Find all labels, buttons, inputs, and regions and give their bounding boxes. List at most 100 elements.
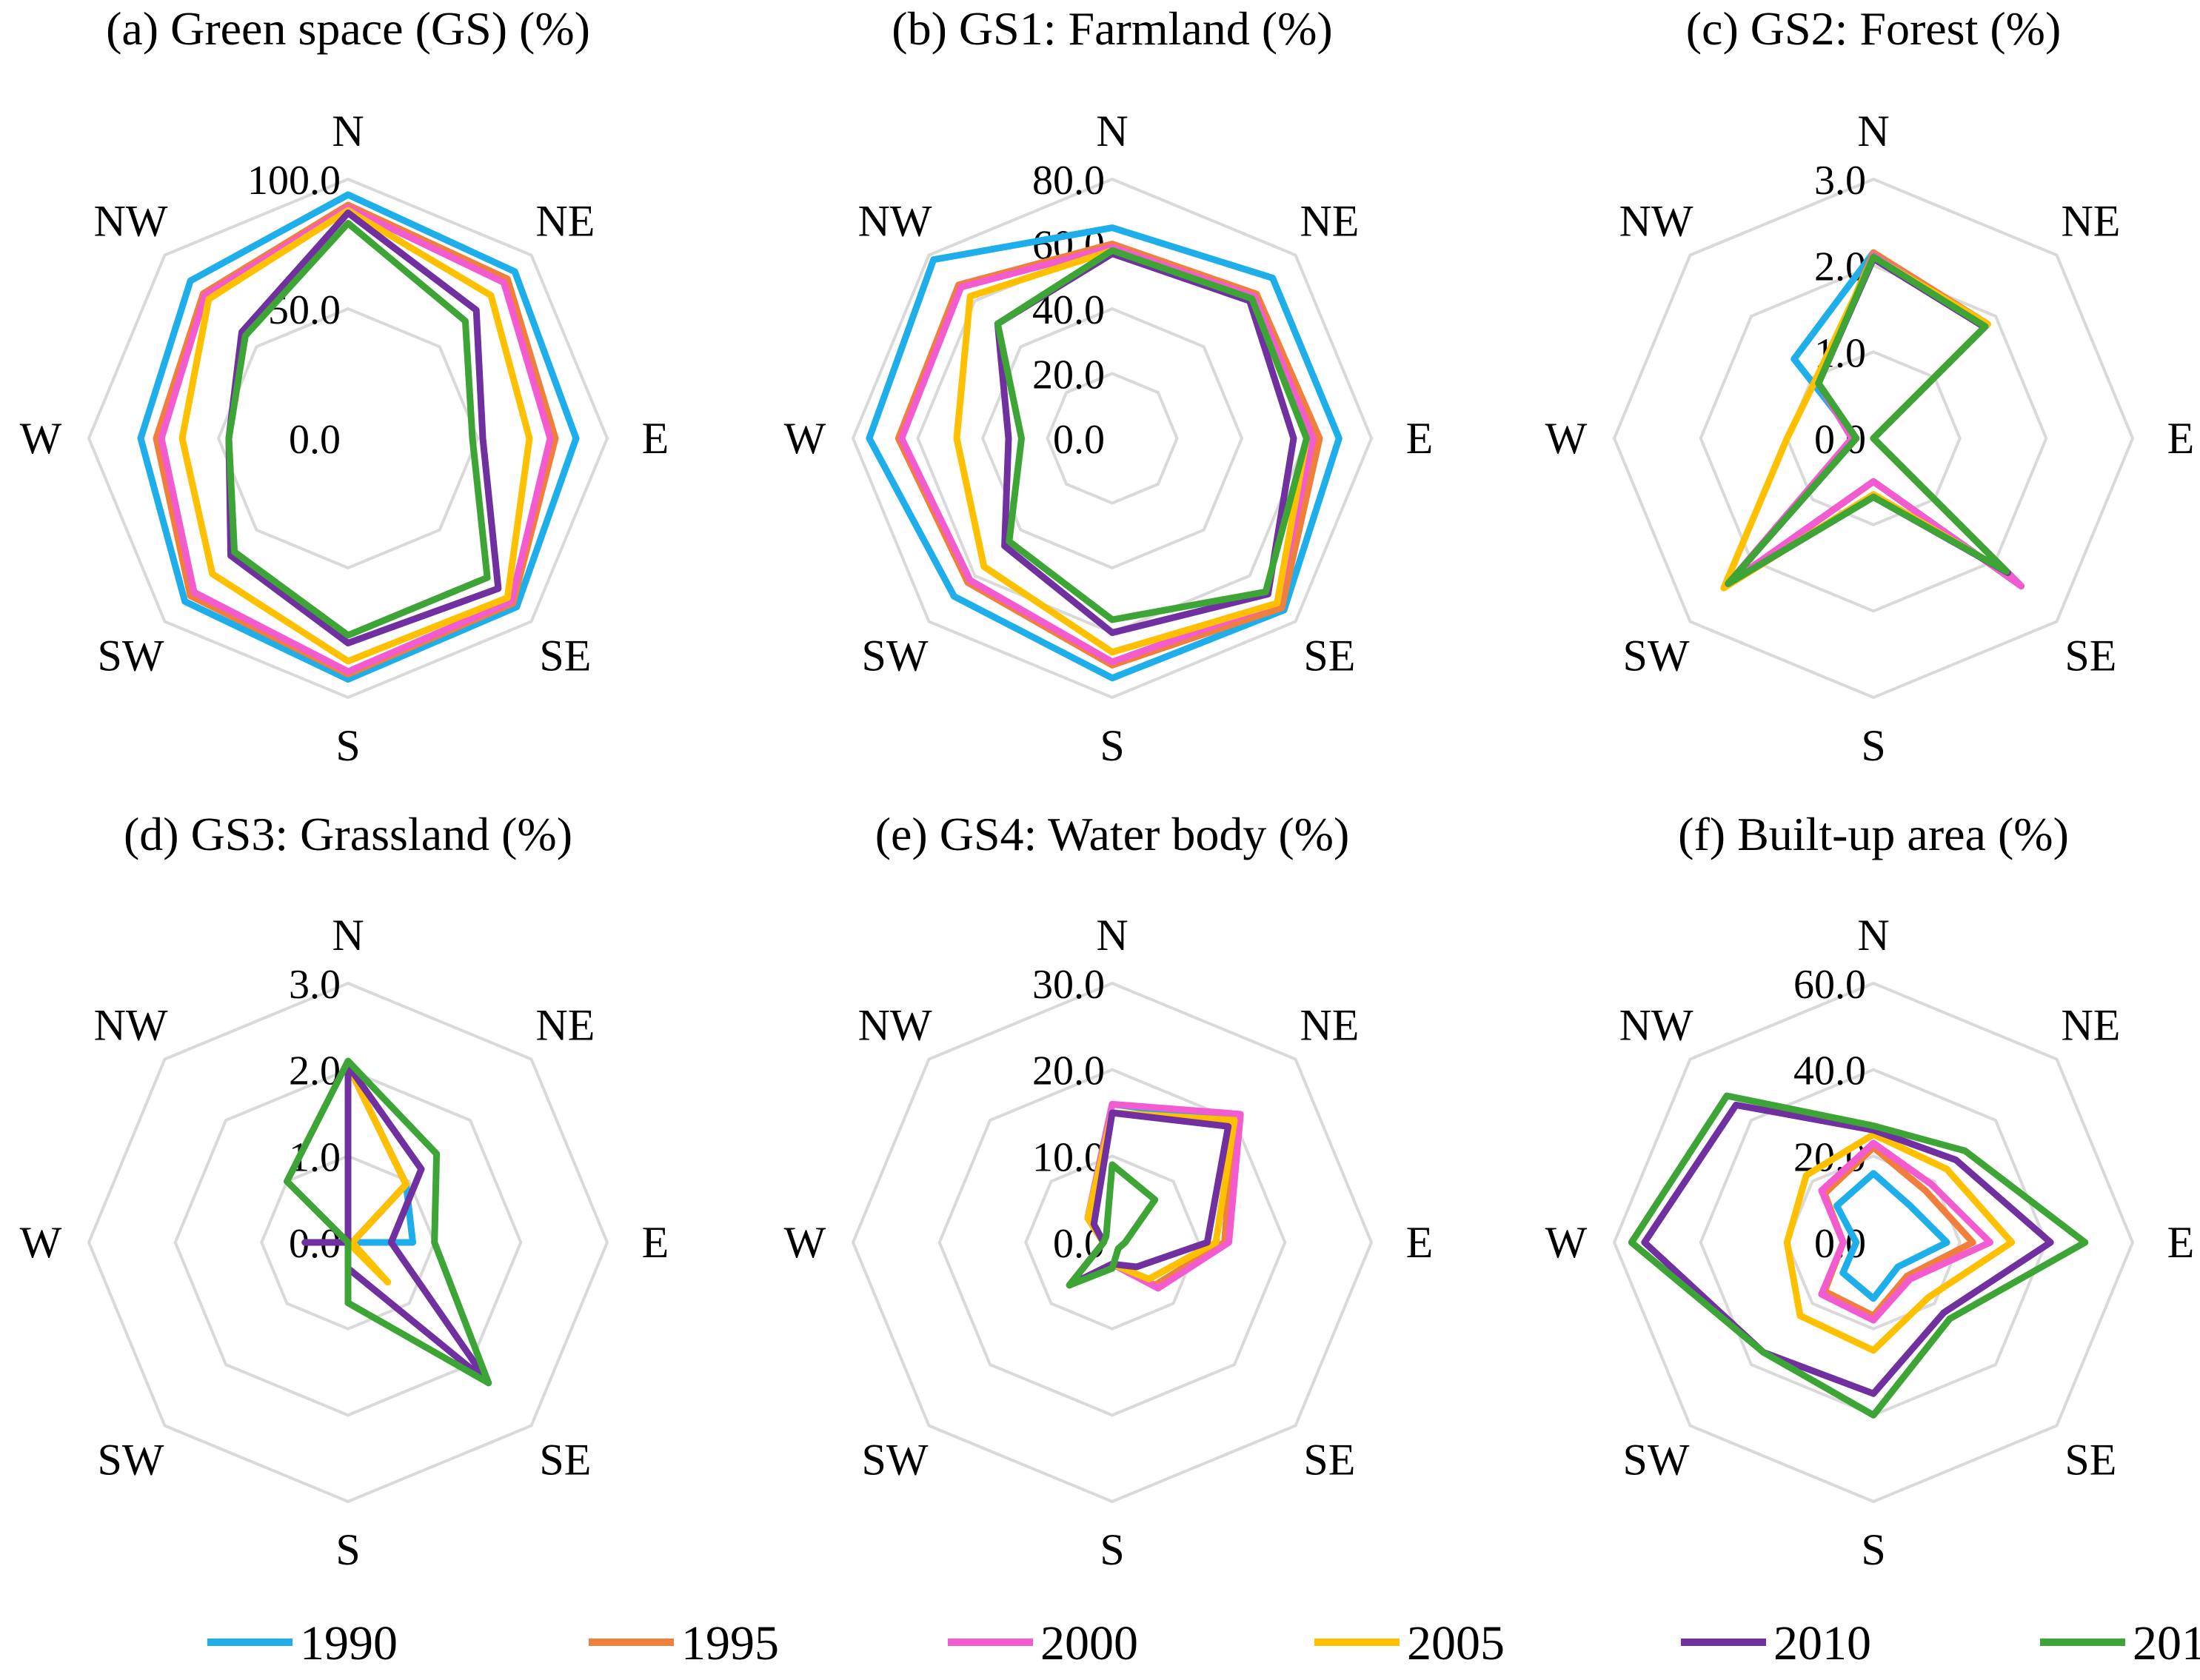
direction-label: NE xyxy=(2061,197,2120,246)
direction-label: S xyxy=(1861,721,1885,770)
direction-label: N xyxy=(1096,911,1128,960)
radar-panel-4: (d) GS3: Grassland (%)NNEESESSWWNW0.01.0… xyxy=(20,808,669,1574)
direction-label: NW xyxy=(858,1001,932,1050)
series-line-1990 xyxy=(866,224,1343,682)
grid-ring xyxy=(1024,1154,1200,1331)
legend-label: 2015 xyxy=(2133,1616,2200,1670)
series-line-2015 xyxy=(284,1057,492,1387)
radar-panel-6: (f) Built-up area (%)NNEESESSWWNW0.020.0… xyxy=(1545,808,2195,1574)
direction-label: NE xyxy=(535,197,595,246)
direction-label: NE xyxy=(1300,1001,1359,1050)
direction-label: N xyxy=(1857,911,1889,960)
chart-title: (c) GS2: Forest (%) xyxy=(1686,2,2062,55)
tick-label: 3.0 xyxy=(289,962,341,1008)
direction-label: S xyxy=(335,1525,360,1574)
direction-label: W xyxy=(784,1218,826,1267)
legend: 1990 1995 2000 2005 2010 2015 xyxy=(207,1616,2200,1670)
series-line-2015 xyxy=(225,220,491,639)
chart-title: (d) GS3: Grassland (%) xyxy=(124,808,572,860)
legend-label: 2005 xyxy=(1407,1616,1505,1670)
grid-ring xyxy=(937,1068,1287,1417)
direction-label: N xyxy=(332,107,364,155)
legend-label: 2000 xyxy=(1040,1616,1138,1670)
grid-ring xyxy=(1699,1068,2048,1417)
tick-label: 3.0 xyxy=(1814,158,1866,204)
direction-label: W xyxy=(20,1218,62,1267)
legend-label: 1990 xyxy=(300,1616,398,1670)
tick-label: 0.0 xyxy=(289,417,341,463)
series-line-2005 xyxy=(1783,1131,2016,1354)
direction-label: S xyxy=(1861,1525,1885,1574)
series-line-1990 xyxy=(1833,1170,1950,1302)
series-line-2000 xyxy=(1818,1139,1993,1324)
direction-label: W xyxy=(784,414,826,463)
direction-label: SE xyxy=(1303,631,1355,680)
grid-ring xyxy=(173,1068,523,1417)
tick-label: 60.0 xyxy=(1793,962,1866,1008)
tick-label: 0.0 xyxy=(1053,417,1105,463)
grid-ring xyxy=(87,177,609,700)
grid-ring xyxy=(1612,981,2135,1504)
radar-panel-2: (b) GS1: Farmland (%) N NE E SE S SW W NW 0.0 20.0… xyxy=(784,2,1434,770)
tick-label: 80.0 xyxy=(1032,158,1105,204)
tick-label: 10.0 xyxy=(1032,1134,1105,1180)
series-line-2010 xyxy=(1641,1101,2054,1397)
direction-label: SW xyxy=(98,1435,164,1484)
direction-label: S xyxy=(335,721,360,770)
series-line-2015 xyxy=(1725,253,2010,587)
direction-label: NW xyxy=(94,1001,168,1050)
direction-label: W xyxy=(20,414,62,463)
tick-label: 40.0 xyxy=(1793,1048,1866,1094)
series-line-2005 xyxy=(178,207,533,665)
direction-label: NE xyxy=(1300,197,1359,246)
series-line-2015 xyxy=(1628,1092,2089,1419)
series-line-2000 xyxy=(158,204,554,675)
grid-ring xyxy=(851,177,1374,700)
grid-ring xyxy=(260,1154,436,1331)
direction-label: E xyxy=(642,1218,669,1267)
direction-label: NW xyxy=(1619,1001,1694,1050)
tick-label: 30.0 xyxy=(1032,962,1105,1008)
direction-label: SW xyxy=(98,631,164,680)
direction-label: E xyxy=(1406,414,1434,463)
direction-label: SW xyxy=(1623,1435,1690,1484)
direction-label: NW xyxy=(1619,197,1694,246)
direction-label: NE xyxy=(2061,1001,2120,1050)
radar-panel-3: (c) GS2: Forest (%)NNEESESSWWNW0.01.02.0… xyxy=(1545,2,2195,770)
direction-label: W xyxy=(1545,1218,1588,1267)
direction-label: W xyxy=(1545,414,1588,463)
tick-label: 20.0 xyxy=(1032,352,1105,398)
direction-label: SE xyxy=(1303,1435,1355,1484)
tick-label: 20.0 xyxy=(1032,1048,1105,1094)
radar-panel-5: (e) GS4: Water body (%)NNEESESSWWNW0.010… xyxy=(784,808,1434,1574)
chart-title: (a) Green space (GS) (%) xyxy=(106,2,590,55)
legend-label: 2010 xyxy=(1773,1616,1871,1670)
direction-label: E xyxy=(1406,1218,1434,1267)
direction-label: N xyxy=(1096,107,1128,155)
series-line-1990 xyxy=(137,191,580,683)
direction-label: SE xyxy=(539,631,591,680)
direction-label: SW xyxy=(1623,631,1690,680)
direction-label: S xyxy=(1100,1525,1124,1574)
direction-label: SE xyxy=(2064,1435,2116,1484)
chart-title: (e) GS4: Water body (%) xyxy=(875,808,1350,860)
grid-ring xyxy=(1699,264,2048,613)
radar-panel-1: (a) Green space (GS) (%)NNEESESSWWNW0.05… xyxy=(20,2,669,770)
tick-label: 100.0 xyxy=(247,158,341,204)
chart-title: (f) Built-up area (%) xyxy=(1678,808,2069,860)
direction-label: NW xyxy=(858,197,932,246)
grid-ring xyxy=(87,981,609,1504)
direction-label: N xyxy=(332,911,364,960)
grid-ring xyxy=(851,981,1374,1504)
series-line-2015 xyxy=(1066,1161,1159,1289)
series-line-2010 xyxy=(994,250,1297,636)
series-line-2000 xyxy=(898,244,1317,666)
direction-label: E xyxy=(2167,414,2195,463)
direction-label: SE xyxy=(539,1435,591,1484)
series-line-2015 xyxy=(994,247,1310,623)
grid-ring xyxy=(1046,372,1179,505)
grid-ring xyxy=(1785,1154,1962,1331)
direction-label: NW xyxy=(94,197,168,246)
chart-title: (b) GS1: Farmland (%) xyxy=(892,2,1332,55)
